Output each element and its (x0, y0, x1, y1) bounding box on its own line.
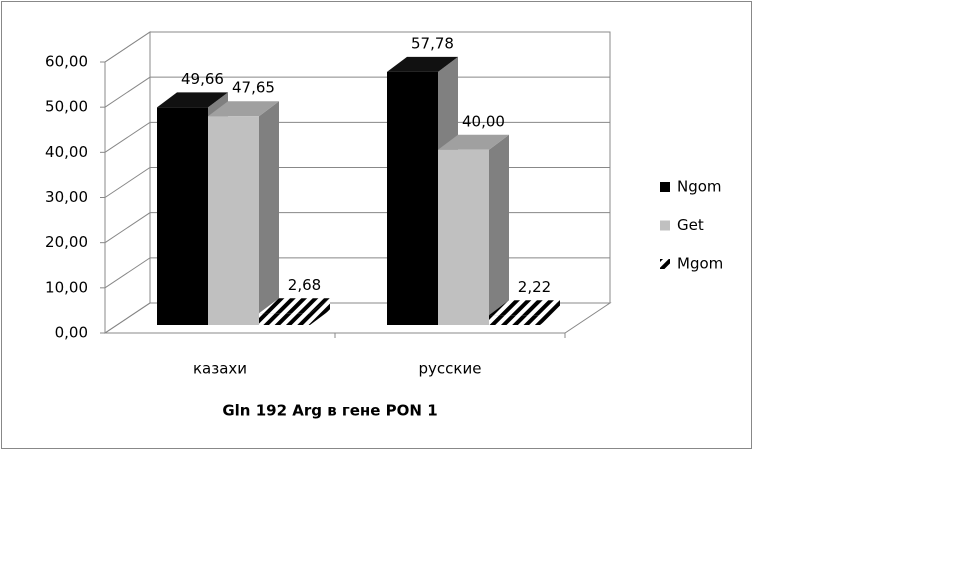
bar-top (208, 101, 279, 117)
bar-top (387, 56, 458, 72)
y-tick-label: 30,00 (45, 188, 88, 206)
value-label: 2,22 (518, 278, 551, 296)
value-label: 40,00 (462, 112, 505, 130)
bar-side (310, 298, 330, 325)
bar-top (157, 92, 228, 108)
y-tick-label: 20,00 (45, 233, 88, 251)
bar-top (489, 300, 560, 316)
bar (259, 313, 310, 325)
y-tick-label: 10,00 (45, 278, 88, 296)
x-tick-label: казахи (193, 360, 247, 378)
value-label: 47,65 (232, 79, 275, 97)
legend-label: Get (677, 216, 704, 234)
bar-top (259, 298, 330, 314)
chart-frame (1, 1, 752, 449)
bar (208, 116, 259, 325)
grid-line (104, 31, 610, 63)
bar-side (489, 134, 509, 325)
bar (387, 71, 438, 325)
y-tick-label: 0,00 (55, 324, 88, 342)
x-axis-title: Gln 192 Arg в гене PON 1 (222, 402, 437, 420)
legend-label: Ngom (677, 178, 722, 196)
y-tick-label: 50,00 (45, 98, 88, 116)
legend-label: Mgom (677, 255, 723, 273)
bar-side (540, 300, 560, 325)
value-label: 57,78 (411, 34, 454, 52)
value-label: 49,66 (181, 70, 224, 88)
legend-swatch (660, 259, 670, 269)
legend-swatch (660, 220, 670, 231)
x-tick-label: русские (419, 360, 482, 378)
bar (489, 315, 540, 325)
bar-side (259, 101, 279, 325)
legend-swatch (660, 182, 670, 192)
value-label: 2,68 (288, 276, 321, 294)
y-tick-label: 60,00 (45, 53, 88, 71)
y-tick-label: 40,00 (45, 143, 88, 161)
bar (157, 107, 208, 325)
bar-top (438, 134, 509, 150)
bar (438, 149, 489, 325)
